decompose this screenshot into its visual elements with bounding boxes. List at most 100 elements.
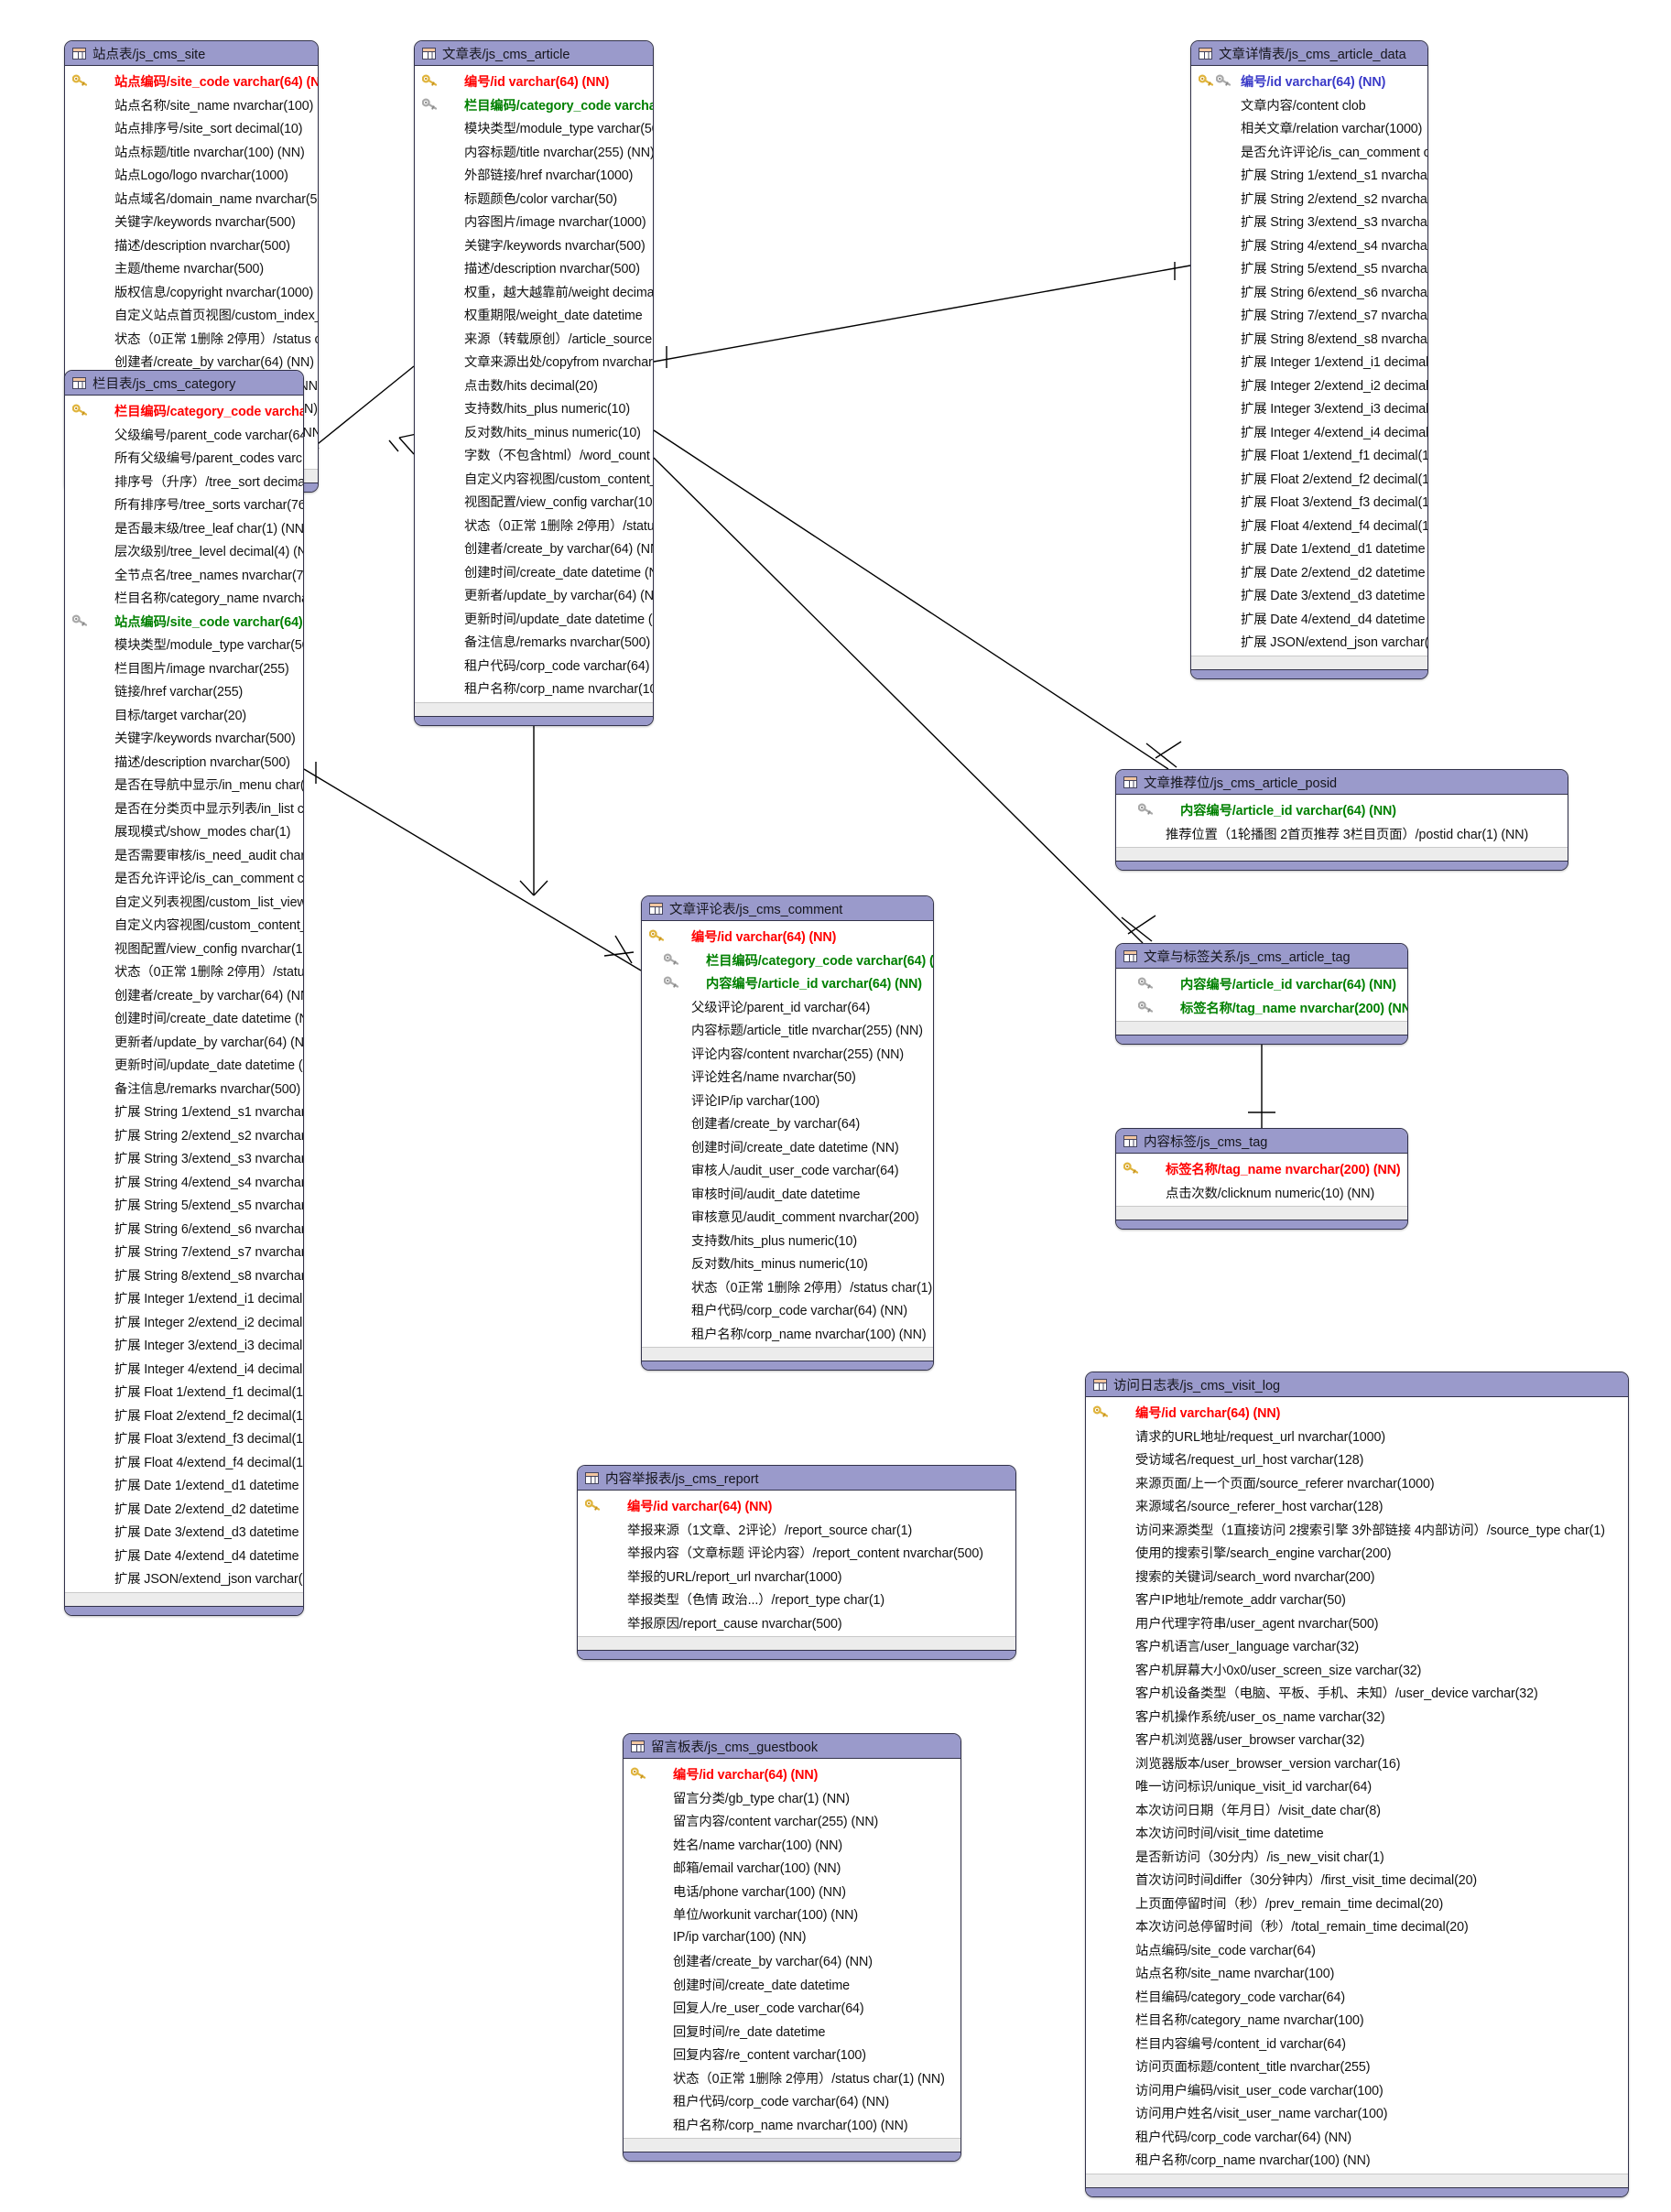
field-row[interactable]: 租户代码/corp_code varchar(64) (NN): [1086, 2125, 1628, 2149]
field-row[interactable]: 扩展 Date 4/extend_d4 datetime: [1191, 607, 1427, 631]
field-row[interactable]: 权重，越大越靠前/weight decimal(10): [415, 280, 653, 304]
field-row[interactable]: 站点Logo/logo nvarchar(1000): [65, 163, 318, 187]
table-header-article_data[interactable]: 文章详情表/js_cms_article_data: [1191, 41, 1427, 66]
field-row[interactable]: 浏览器版本/user_browser_version varchar(16): [1086, 1751, 1628, 1775]
field-row[interactable]: 创建者/create_by varchar(64) (NN): [65, 350, 318, 374]
field-row[interactable]: 扩展 Float 4/extend_f4 decimal(19,4): [1191, 514, 1427, 537]
field-row[interactable]: 唯一访问标识/unique_visit_id varchar(64): [1086, 1774, 1628, 1798]
field-row[interactable]: 扩展 Integer 3/extend_i3 decimal(19): [1191, 396, 1427, 420]
field-row[interactable]: 创建者/create_by varchar(64) (NN): [624, 1949, 960, 1973]
field-row[interactable]: 相关文章/relation varchar(1000): [1191, 116, 1427, 140]
field-row[interactable]: 状态（0正常 1删除 2停用）/status char(1) (NN): [624, 2066, 960, 2090]
field-row[interactable]: 扩展 String 3/extend_s3 nvarchar(500): [1191, 210, 1427, 233]
field-row[interactable]: 栏目编码/category_code varchar(64) (NN): [65, 399, 303, 423]
field-row[interactable]: 扩展 Integer 1/extend_i1 decimal(19): [65, 1286, 303, 1310]
field-row[interactable]: 租户代码/corp_code varchar(64) (NN): [415, 654, 653, 678]
field-row[interactable]: 扩展 String 8/extend_s8 nvarchar(500): [65, 1263, 303, 1287]
field-row[interactable]: 使用的搜索引擎/search_engine varchar(200): [1086, 1541, 1628, 1565]
field-row[interactable]: 客户机操作系统/user_os_name varchar(32): [1086, 1705, 1628, 1729]
field-row[interactable]: 扩展 String 1/extend_s1 nvarchar(500): [1191, 163, 1427, 187]
field-row[interactable]: 栏目内容编号/content_id varchar(64): [1086, 2032, 1628, 2055]
field-row[interactable]: 关键字/keywords nvarchar(500): [65, 726, 303, 750]
field-row[interactable]: 租户名称/corp_name nvarchar(100) (NN): [624, 2113, 960, 2137]
field-row[interactable]: 内容编号/article_id varchar(64) (NN): [1116, 972, 1407, 996]
field-row[interactable]: 标签名称/tag_name nvarchar(200) (NN): [1116, 996, 1407, 1020]
field-row[interactable]: 外部链接/href nvarchar(1000): [415, 163, 653, 187]
field-row[interactable]: 评论IP/ip varchar(100): [642, 1089, 933, 1112]
field-row[interactable]: 所有父级编号/parent_codes varchar(767) (NN): [65, 446, 303, 470]
field-row[interactable]: 扩展 Float 1/extend_f1 decimal(19,4): [1191, 443, 1427, 467]
field-row[interactable]: 本次访问日期（年月日）/visit_date char(8): [1086, 1798, 1628, 1822]
table-header-visit_log[interactable]: 访问日志表/js_cms_visit_log: [1086, 1372, 1628, 1397]
field-row[interactable]: 留言分类/gb_type char(1) (NN): [624, 1786, 960, 1810]
field-row[interactable]: 内容标题/article_title nvarchar(255) (NN): [642, 1018, 933, 1042]
table-header-article_tag[interactable]: 文章与标签关系/js_cms_article_tag: [1116, 944, 1407, 969]
field-row[interactable]: 编号/id varchar(64) (NN): [578, 1494, 1015, 1518]
field-row[interactable]: 用户代理字符串/user_agent nvarchar(500): [1086, 1611, 1628, 1635]
table-header-article[interactable]: 文章表/js_cms_article: [415, 41, 653, 66]
field-row[interactable]: 点击数/hits decimal(20): [415, 374, 653, 397]
table-guestbook[interactable]: 留言板表/js_cms_guestbook 编号/id varchar(64) (…: [623, 1733, 961, 2162]
field-row[interactable]: 是否最末级/tree_leaf char(1) (NN): [65, 516, 303, 540]
field-row[interactable]: 扩展 String 2/extend_s2 nvarchar(500): [65, 1123, 303, 1147]
field-row[interactable]: 租户代码/corp_code varchar(64) (NN): [642, 1298, 933, 1322]
field-row[interactable]: IP/ip varchar(100) (NN): [624, 1926, 960, 1950]
field-row[interactable]: 租户名称/corp_name nvarchar(100) (NN): [642, 1322, 933, 1346]
field-row[interactable]: 编号/id varchar(64) (NN): [1191, 70, 1427, 93]
field-row[interactable]: 自定义站点首页视图/custom_index_view varchar(500): [65, 303, 318, 327]
field-row[interactable]: 扩展 String 4/extend_s4 nvarchar(500): [65, 1170, 303, 1194]
field-row[interactable]: 状态（0正常 1删除 2停用）/status char(1) (NN): [65, 327, 318, 351]
field-row[interactable]: 扩展 Float 3/extend_f3 decimal(19,4): [1191, 490, 1427, 514]
table-header-comment[interactable]: 文章评论表/js_cms_comment: [642, 896, 933, 921]
field-row[interactable]: 内容编号/article_id varchar(64) (NN): [642, 971, 933, 995]
field-row[interactable]: 描述/description nvarchar(500): [65, 750, 303, 774]
field-row[interactable]: 扩展 String 6/extend_s6 nvarchar(500): [1191, 280, 1427, 304]
field-row[interactable]: 受访域名/request_url_host varchar(128): [1086, 1448, 1628, 1471]
field-row[interactable]: 是否允许评论/is_can_comment char(1): [1191, 140, 1427, 164]
field-row[interactable]: 扩展 String 7/extend_s7 nvarchar(500): [1191, 303, 1427, 327]
field-row[interactable]: 审核意见/audit_comment nvarchar(200): [642, 1205, 933, 1229]
field-row[interactable]: 举报内容（文章标题 评论内容）/report_content nvarchar(…: [578, 1541, 1015, 1565]
table-header-article_posid[interactable]: 文章推荐位/js_cms_article_posid: [1116, 770, 1568, 795]
field-row[interactable]: 目标/target varchar(20): [65, 703, 303, 727]
field-row[interactable]: 站点编码/site_code varchar(64) (NN): [65, 610, 303, 634]
field-row[interactable]: 访问页面标题/content_title nvarchar(255): [1086, 2055, 1628, 2078]
field-row[interactable]: 评论内容/content nvarchar(255) (NN): [642, 1042, 933, 1066]
field-row[interactable]: 客户机语言/user_language varchar(32): [1086, 1634, 1628, 1658]
field-row[interactable]: 留言内容/content varchar(255) (NN): [624, 1809, 960, 1833]
field-row[interactable]: 创建时间/create_date datetime (NN): [642, 1135, 933, 1159]
field-row[interactable]: 扩展 String 6/extend_s6 nvarchar(500): [65, 1217, 303, 1241]
table-article[interactable]: 文章表/js_cms_article 编号/id varchar(64) (NN)…: [414, 40, 654, 726]
field-row[interactable]: 更新者/update_by varchar(64) (NN): [65, 1030, 303, 1054]
field-row[interactable]: 父级评论/parent_id varchar(64): [642, 995, 933, 1019]
field-row[interactable]: 站点编码/site_code varchar(64): [1086, 1938, 1628, 1962]
field-row[interactable]: 扩展 String 8/extend_s8 nvarchar(500): [1191, 327, 1427, 351]
field-row[interactable]: 自定义内容视图/custom_content_view varchar(255): [65, 913, 303, 937]
field-row[interactable]: 创建时间/create_date datetime (NN): [65, 1006, 303, 1030]
field-row[interactable]: 编号/id varchar(64) (NN): [415, 70, 653, 93]
field-row[interactable]: 标签名称/tag_name nvarchar(200) (NN): [1116, 1157, 1407, 1181]
table-comment[interactable]: 文章评论表/js_cms_comment 编号/id varchar(64) (N…: [641, 895, 934, 1371]
field-row[interactable]: 版权信息/copyright nvarchar(1000): [65, 280, 318, 304]
field-row[interactable]: 内容标题/title nvarchar(255) (NN): [415, 140, 653, 164]
field-row[interactable]: 扩展 Integer 2/extend_i2 decimal(19): [1191, 374, 1427, 397]
field-row[interactable]: 栏目编码/category_code varchar(64): [1086, 1985, 1628, 2009]
table-article_tag[interactable]: 文章与标签关系/js_cms_article_tag 内容编号/article_i…: [1115, 943, 1408, 1045]
field-row[interactable]: 扩展 String 4/extend_s4 nvarchar(500): [1191, 233, 1427, 257]
field-row[interactable]: 所有排序号/tree_sorts varchar(767) (NN): [65, 493, 303, 516]
field-row[interactable]: 权重期限/weight_date datetime: [415, 303, 653, 327]
field-row[interactable]: 站点标题/title nvarchar(100) (NN): [65, 140, 318, 164]
table-header-guestbook[interactable]: 留言板表/js_cms_guestbook: [624, 1734, 960, 1759]
field-row[interactable]: 描述/description nvarchar(500): [65, 233, 318, 257]
field-row[interactable]: 扩展 Float 2/extend_f2 decimal(19,4): [65, 1404, 303, 1427]
field-row[interactable]: 内容编号/article_id varchar(64) (NN): [1116, 798, 1568, 822]
field-row[interactable]: 备注信息/remarks nvarchar(500): [65, 1077, 303, 1101]
field-row[interactable]: 来源页面/上一个页面/source_referer nvarchar(1000): [1086, 1471, 1628, 1495]
field-row[interactable]: 创建时间/create_date datetime: [624, 1973, 960, 1997]
field-row[interactable]: 搜索的关键词/search_word nvarchar(200): [1086, 1565, 1628, 1589]
field-row[interactable]: 支持数/hits_plus numeric(10): [642, 1229, 933, 1252]
field-row[interactable]: 扩展 Date 3/extend_d3 datetime: [65, 1520, 303, 1544]
table-header-tag[interactable]: 内容标签/js_cms_tag: [1116, 1129, 1407, 1154]
field-row[interactable]: 回复人/re_user_code varchar(64): [624, 1996, 960, 2020]
field-row[interactable]: 创建时间/create_date datetime (NN): [415, 560, 653, 584]
